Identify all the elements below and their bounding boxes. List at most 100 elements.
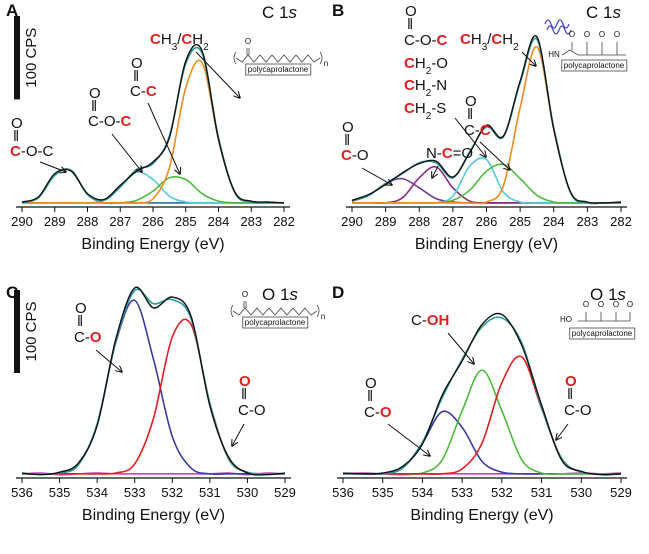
annotation-span: H	[192, 31, 203, 48]
annotation-line: ‖	[241, 386, 247, 403]
title-element: O 1	[262, 285, 289, 304]
annotation-span: ‖	[133, 68, 139, 85]
inset-text: n	[324, 59, 328, 68]
annotation-line: O	[365, 375, 377, 392]
annotation-line: ‖	[344, 132, 350, 149]
x-tick-label: 287	[442, 214, 464, 229]
x-tick-label: 532	[491, 485, 513, 500]
annotation-line: C-O	[364, 404, 392, 421]
annotation-line: O	[11, 115, 23, 132]
inset-text: O	[598, 300, 604, 309]
annotation-line: O	[89, 85, 101, 102]
inset-box	[569, 327, 636, 340]
panel-letter: A	[6, 1, 18, 20]
annotation-span: N-	[426, 145, 442, 162]
annotation-span: O	[405, 3, 417, 20]
panel-title: O 1s	[590, 285, 626, 304]
annotation-line: O	[342, 119, 354, 136]
x-tick-label: 531	[199, 485, 221, 500]
annotation-span: 2	[426, 111, 432, 122]
inset-text: O	[584, 30, 590, 39]
annotation-span: C-	[130, 83, 146, 100]
annotation-span: C-O-	[88, 113, 121, 130]
inset-structures	[230, 19, 631, 322]
annotation-span: C-O	[238, 402, 266, 419]
x-tick-label: 284	[208, 214, 230, 229]
annotation-arrow	[147, 102, 180, 174]
annotation-line: CH2-S	[404, 100, 446, 122]
annotation-span: C	[121, 113, 132, 130]
inset-text: polycaprolactone	[564, 61, 625, 70]
annotation-span: ‖	[13, 128, 19, 145]
annotation-span: O	[90, 329, 102, 346]
inset-text: O	[242, 290, 248, 299]
annotation-span: 2	[513, 42, 519, 53]
annotation-line: ‖	[407, 16, 413, 33]
annotation-line: O	[565, 373, 577, 390]
annotation-span: ‖	[407, 16, 413, 33]
annotation-span: C	[442, 145, 453, 162]
annotation-span: H	[471, 31, 482, 48]
annotation-span: -S	[431, 100, 446, 117]
annotation-line: C-O	[341, 147, 369, 164]
annotation-span: C-O	[564, 402, 592, 419]
x-tick-label: 533	[451, 485, 473, 500]
inset-text: O	[599, 30, 605, 39]
inset-text: O	[583, 300, 589, 309]
annotation-span: C	[404, 100, 415, 117]
scale-bar	[14, 290, 20, 373]
annotation-span: O	[131, 55, 143, 72]
annotation-span: -O	[431, 55, 448, 72]
annotation-span: 3	[172, 42, 178, 53]
x-tick-label: 288	[77, 214, 99, 229]
inset-text: O	[627, 300, 633, 309]
x-tick-label: 532	[161, 485, 183, 500]
title-element: C 1	[586, 3, 612, 22]
x-tick-label: 285	[509, 214, 531, 229]
spectrum-curve	[21, 286, 286, 476]
annotation-line: CH3/CH2	[150, 31, 209, 53]
annotation-span: C	[181, 31, 192, 48]
annotation-arrow	[454, 117, 486, 157]
inset-box	[242, 316, 309, 329]
inset-text: O	[245, 37, 251, 46]
annotation-line: C-C	[464, 122, 491, 139]
annotation-span: C	[150, 31, 161, 48]
annotation-span: ‖	[467, 106, 473, 123]
annotation-arrow	[447, 332, 474, 364]
annotation-span: O	[89, 85, 101, 102]
annotation-span: -N	[431, 77, 447, 94]
annotation-span: C-	[74, 329, 90, 346]
annotation-span: C	[491, 31, 502, 48]
annotation-arrow	[232, 423, 245, 446]
x-tick-label: 284	[543, 214, 565, 229]
annotation-span: O	[75, 300, 87, 317]
annotation-span: O	[465, 93, 477, 110]
x-tick-label: 535	[372, 485, 394, 500]
annotation-span: H	[502, 31, 513, 48]
x-tick-label: 290	[11, 214, 33, 229]
annotation-span: 2	[426, 66, 432, 77]
title-orbital: s	[612, 3, 621, 22]
annotation-span: H	[415, 55, 426, 72]
x-tick-label: 289	[44, 214, 66, 229]
annotation-span: C	[404, 77, 415, 94]
x-tick-label: 530	[570, 485, 592, 500]
x-tick-label: 285	[175, 214, 197, 229]
panel-title: C 1s	[586, 3, 621, 22]
panel-title: O 1s	[262, 285, 298, 304]
annotation-line: C-OH	[411, 312, 449, 329]
annotation-span: C	[10, 143, 21, 160]
annotation-line: N-C=O	[426, 145, 473, 162]
x-axis-label: Binding Energy (eV)	[410, 507, 553, 524]
inset-text: n	[321, 312, 325, 321]
annotation-line: C-O	[238, 402, 266, 419]
annotation-span: H	[415, 77, 426, 94]
x-tick-label: 283	[577, 214, 599, 229]
annotation-line: C-O-C	[88, 113, 132, 130]
annotation-line: C-O-C	[404, 32, 448, 49]
inset-text: O	[614, 30, 620, 39]
x-tick-label: 288	[408, 214, 430, 229]
annotation-line: C-O-C	[10, 143, 54, 160]
